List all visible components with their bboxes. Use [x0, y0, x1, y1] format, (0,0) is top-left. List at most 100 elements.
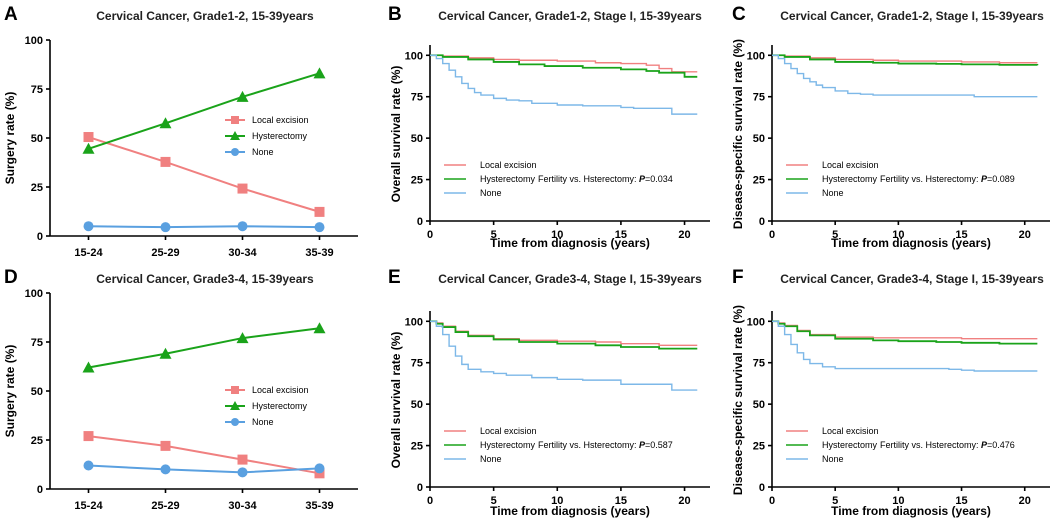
- legend-label: Local excision: [252, 115, 309, 125]
- km-curve-hyster: [772, 54, 1039, 66]
- y-tick-label: 75: [31, 337, 43, 349]
- y-tick-label: 75: [753, 358, 765, 370]
- x-tick-label: 15: [955, 495, 967, 507]
- x-tick-label: 15: [615, 229, 627, 241]
- data-point-local-excision: [314, 206, 325, 217]
- y-tick-label: 50: [753, 133, 765, 145]
- y-axis-label: Disease-specific survival rate (%): [731, 39, 745, 229]
- legend-marker-hysterectomy: [230, 401, 240, 410]
- data-point-none: [160, 222, 171, 233]
- series-line-hyster: [88, 72, 320, 150]
- x-tick-label: 30-34: [228, 500, 257, 512]
- y-tick-label: 75: [753, 92, 765, 104]
- y-tick-label: 25: [31, 182, 43, 194]
- legend-marker-hysterectomy: [230, 131, 240, 140]
- series-line-local: [88, 136, 320, 213]
- panel-letter: D: [4, 267, 18, 288]
- data-point-local-excision: [83, 132, 94, 143]
- x-tick-label: 10: [892, 495, 904, 507]
- legend-label: Local excision: [822, 426, 879, 436]
- legend-label: Local excision: [252, 385, 309, 395]
- y-tick-label: 25: [31, 435, 43, 447]
- panel-letter: F: [732, 267, 744, 288]
- x-tick-label: 20: [1019, 495, 1031, 507]
- x-axis-label: Time from diagnosis (years): [490, 504, 650, 518]
- y-tick-label: 50: [411, 133, 423, 145]
- y-axis-label: Surgery rate (%): [3, 345, 17, 438]
- data-point-none: [314, 222, 325, 233]
- p-value-annotation: Fertility vs. Hsterectomy: P=0.476: [880, 440, 1015, 450]
- chart-title: Cervical Cancer, Grade1-2, Stage I, 15-3…: [780, 9, 1044, 23]
- x-tick-label: 5: [832, 229, 838, 241]
- km-curve-hyster: [430, 320, 698, 350]
- data-point-none: [237, 221, 248, 232]
- data-point-hysterectomy: [82, 361, 95, 373]
- y-tick-label: 25: [411, 175, 423, 187]
- x-tick-label: 5: [832, 495, 838, 507]
- y-tick-label: 0: [417, 216, 423, 228]
- chart-title: Cervical Cancer, Grade3-4, Stage I, 15-3…: [780, 272, 1044, 286]
- legend-label: Local excision: [480, 160, 537, 170]
- data-point-local-excision: [237, 183, 248, 194]
- panel-letter: C: [732, 4, 746, 25]
- legend-marker-local-excision: [231, 116, 239, 124]
- x-tick-label: 20: [1019, 229, 1031, 241]
- y-tick-label: 50: [31, 386, 43, 398]
- legend-marker-none: [231, 148, 239, 156]
- x-axis-label: Time from diagnosis (years): [831, 236, 991, 250]
- panel-c: C Cervical Cancer, Grade1-2, Stage I, 15-…: [731, 4, 1050, 250]
- data-point-local-excision: [160, 156, 171, 167]
- data-point-hysterectomy: [159, 347, 172, 359]
- x-tick-label: 15: [955, 229, 967, 241]
- x-tick-label: 10: [551, 229, 563, 241]
- data-point-hysterectomy: [82, 142, 95, 154]
- y-axis-label: Overall survival rate (%): [389, 66, 403, 203]
- legend-label: None: [822, 454, 844, 464]
- y-axis-label: Surgery rate (%): [3, 92, 17, 185]
- y-tick-label: 75: [411, 358, 423, 370]
- y-tick-label: 100: [747, 316, 765, 328]
- x-tick-label: 15-24: [74, 247, 103, 259]
- x-tick-label: 0: [769, 495, 775, 507]
- chart-title: Cervical Cancer, Grade3-4, Stage I, 15-3…: [438, 272, 702, 286]
- x-axis-label: Time from diagnosis (years): [831, 504, 991, 518]
- y-tick-label: 0: [37, 484, 43, 496]
- data-point-none: [314, 463, 325, 474]
- km-curve-local: [430, 320, 698, 347]
- series-line-local: [88, 435, 320, 475]
- p-value-annotation: Fertility vs. Hsterectomy: P=0.587: [538, 440, 673, 450]
- y-tick-label: 75: [31, 84, 43, 96]
- y-tick-label: 25: [411, 441, 423, 453]
- x-tick-label: 20: [678, 229, 690, 241]
- y-tick-label: 100: [405, 316, 423, 328]
- panel-letter: E: [388, 267, 401, 288]
- y-tick-label: 100: [25, 288, 43, 300]
- legend-label: Hysterectomy: [252, 131, 308, 141]
- x-axis-label: Time from diagnosis (years): [490, 236, 650, 250]
- y-tick-label: 25: [753, 441, 765, 453]
- legend-label: None: [822, 188, 844, 198]
- legend-label: Hysterectomy: [822, 174, 878, 184]
- km-curve-none: [430, 54, 698, 115]
- x-tick-label: 0: [769, 229, 775, 241]
- x-tick-label: 15-24: [74, 500, 103, 512]
- x-tick-label: 25-29: [151, 500, 179, 512]
- y-tick-label: 25: [753, 175, 765, 187]
- x-tick-label: 35-39: [305, 247, 333, 259]
- legend-label: Hysterectomy: [480, 174, 536, 184]
- panel-e: E Cervical Cancer, Grade3-4, Stage I, 15-…: [388, 267, 710, 518]
- y-tick-label: 100: [405, 50, 423, 62]
- legend-label: Local excision: [822, 160, 879, 170]
- y-axis-label: Overall survival rate (%): [389, 332, 403, 469]
- y-axis-label: Disease-specific survival rate (%): [731, 305, 745, 495]
- data-point-hysterectomy: [313, 67, 326, 79]
- x-tick-label: 10: [892, 229, 904, 241]
- data-point-local-excision: [237, 454, 248, 465]
- y-tick-label: 0: [417, 482, 423, 494]
- data-point-hysterectomy: [236, 90, 249, 102]
- y-tick-label: 50: [411, 399, 423, 411]
- x-tick-label: 5: [491, 495, 497, 507]
- x-tick-label: 25-29: [151, 247, 179, 259]
- legend-label: Hysterectomy: [480, 440, 536, 450]
- data-point-none: [83, 221, 94, 232]
